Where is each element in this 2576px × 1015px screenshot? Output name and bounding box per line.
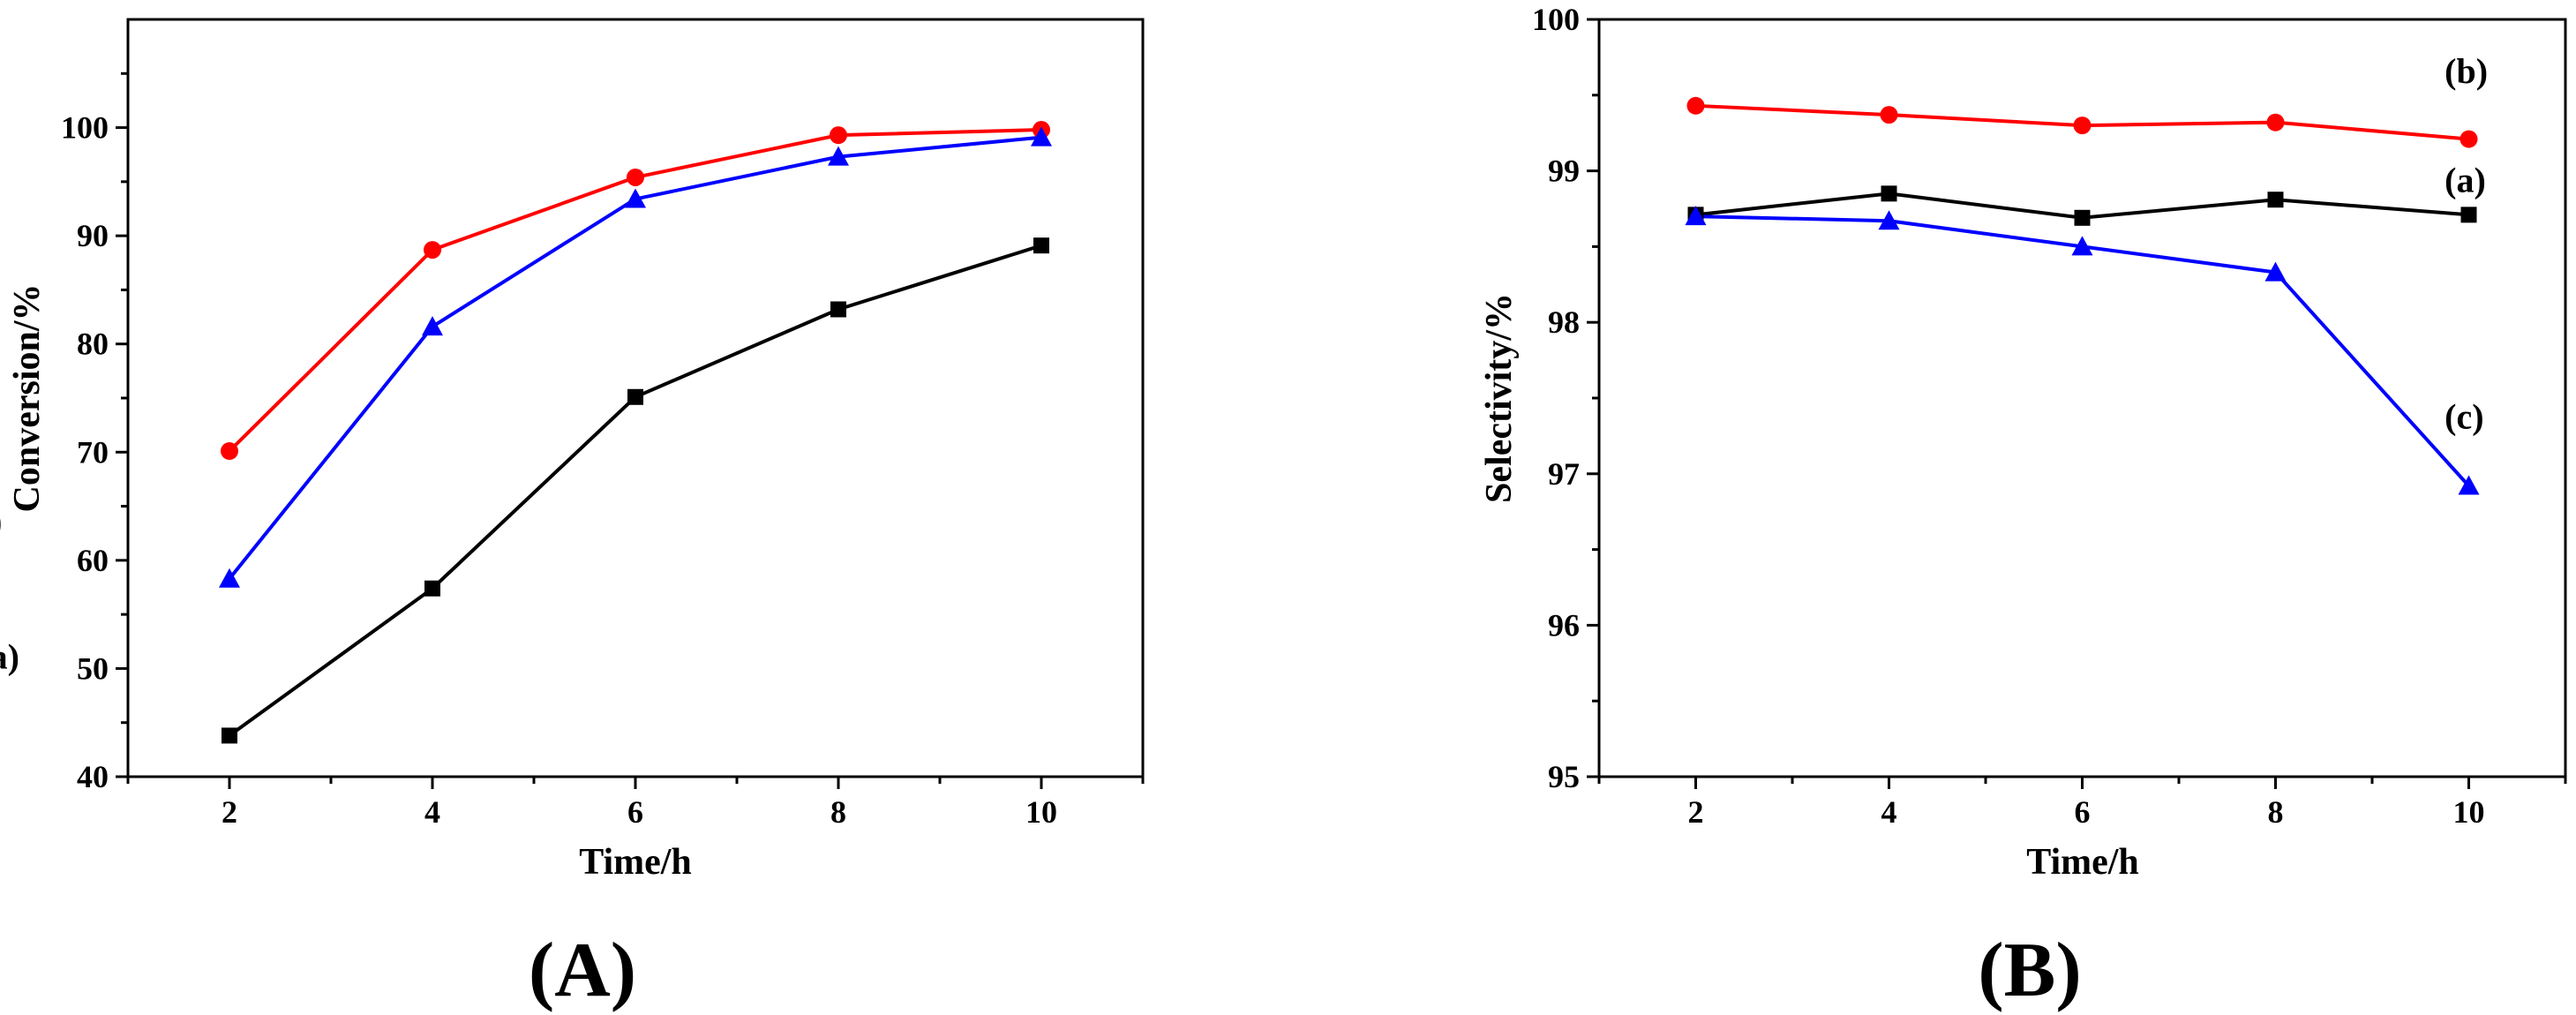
panel-a-series-c-point [219, 568, 240, 588]
panel-b-series-a-point [1881, 185, 1897, 202]
panel-a-y-axis-title: Conversion/% [7, 283, 48, 512]
panel-b-series-a-point [2074, 209, 2091, 226]
panel-a-y-tick-label: 80 [77, 327, 109, 362]
panel-a-series-a-point [1033, 237, 1049, 254]
panel-b-series-c-point [2458, 475, 2480, 495]
panel-a-x-tick-label: 2 [222, 794, 237, 830]
panel-a-x-tick-label: 4 [424, 794, 440, 830]
panel-a-y-tick-label: 60 [77, 543, 109, 578]
panel-a-y-tick-label: 90 [77, 218, 109, 253]
panel-b-y-tick-label: 98 [1548, 304, 1580, 340]
panel-a-series-a-label: (a) [0, 636, 19, 676]
panel-b-x-tick-label: 6 [2075, 794, 2091, 830]
panel-b-lines [1695, 103, 2470, 487]
panel-a-series-c-point [422, 316, 443, 336]
panel-a-series-b-point [627, 168, 644, 186]
panel-b-series-b-point [1880, 106, 1898, 124]
panel-a-series-labels: (a)(b)(c) [0, 501, 19, 676]
panel-b-series-b-point [2460, 130, 2478, 148]
panel-a: 2 4 6 8 10 40 50 60 70 80 90 100 (a)(b)(c) Time/h C… [0, 18, 1145, 1013]
panel-a-series-c-point [1031, 126, 1052, 147]
panel-b-series-c-label: (c) [2445, 396, 2483, 436]
panel-a-x-tick-label: 8 [830, 794, 846, 830]
panel-b-series-c-point [2071, 236, 2093, 256]
panel-a-x-tick-label: 10 [1025, 794, 1057, 830]
panel-b-series-a-label: (a) [2445, 161, 2486, 200]
panel-b-ticks: 2 4 6 8 10 95 96 97 98 99 100 [1532, 2, 2567, 830]
panel-b-series-a-point [2460, 207, 2477, 223]
panel-b-x-axis-title: Time/h [2026, 842, 2139, 883]
panel-b-series-b-point [2073, 117, 2092, 135]
panel-a-series-b-point [424, 241, 441, 259]
panel-a-series-a-line [228, 244, 1042, 738]
panel-b-y-tick-label: 95 [1548, 759, 1580, 794]
panel-b-x-tick-label: 4 [1881, 794, 1897, 830]
panel-b-series-c-line [1695, 214, 2470, 487]
panel-a-series-b-point [830, 126, 847, 145]
panel-b-x-tick-label: 10 [2453, 794, 2485, 830]
panel-a-label: (A) [529, 928, 636, 1013]
panel-a-series-a-point [222, 727, 237, 744]
panel-a-y-tick-label: 40 [77, 759, 109, 794]
panel-a-y-tick-label: 70 [77, 434, 109, 470]
panel-a-markers [219, 121, 1052, 744]
panel-b-series-c-point [1685, 206, 1707, 226]
panel-a-series-a-point [424, 580, 440, 597]
panel-a-x-axis-title: Time/h [579, 842, 692, 883]
panel-a-series-a-point [830, 301, 846, 318]
panel-b-series-a-point [2267, 192, 2284, 208]
panel-a-y-tick-label: 50 [77, 650, 109, 686]
panel-a-series-c-point [828, 146, 849, 166]
panel-a-x-tick-label: 6 [627, 794, 643, 830]
panel-b-y-tick-label: 100 [1532, 2, 1580, 37]
panel-a-ticks: 2 4 6 8 10 40 50 60 70 80 90 100 [61, 71, 1145, 830]
panel-b: 2 4 6 8 10 95 96 97 98 99 100 (a) (b) (c) Time/h Sel… [1479, 2, 2567, 1013]
panel-b-markers [1685, 96, 2480, 495]
panel-b-x-tick-label: 8 [2268, 794, 2284, 830]
panel-b-x-tick-label: 2 [1688, 794, 1704, 830]
panel-b-y-tick-label: 97 [1548, 456, 1580, 492]
panel-b-y-axis-title: Selectivity/% [1479, 293, 1520, 503]
panel-b-y-tick-label: 96 [1548, 607, 1580, 643]
panel-b-series-b-point [2266, 113, 2285, 132]
panel-b-series-c-point [1878, 210, 1900, 230]
panel-a-series-a-point [627, 388, 643, 405]
panel-b-y-tick-label: 99 [1548, 154, 1580, 189]
panel-a-lines [228, 128, 1042, 738]
panel-b-series-b-label: (b) [2445, 51, 2488, 91]
panel-a-series-c-point [625, 188, 646, 208]
panel-b-series-c-point [2264, 261, 2287, 282]
panel-b-label: (B) [1978, 928, 2081, 1013]
panel-b-series-b-point [1686, 96, 1705, 115]
panel-a-y-tick-label: 100 [61, 110, 109, 146]
panel-b-series-labels: (a) (b) (c) [2445, 51, 2488, 436]
panel-a-series-c-label: (c) [0, 501, 2, 541]
panel-a-series-b-point [221, 442, 238, 461]
